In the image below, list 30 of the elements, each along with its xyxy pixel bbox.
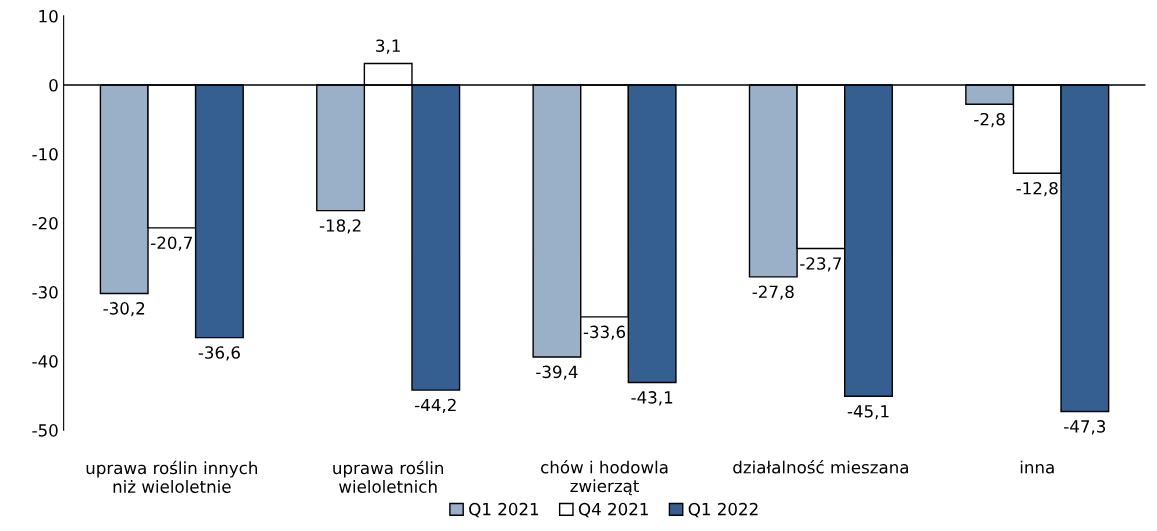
y-tick-label: 0 [49,78,58,92]
data-label: -36,6 [198,346,240,361]
legend-label: Q1 2021 [469,502,539,518]
x-tick-label: uprawa roślin innych niż wieloletnie [86,460,257,493]
y-tick-label: -10 [32,147,58,161]
x-tick-label: działalność mieszana [733,460,908,474]
x-tick-label: chów i hodowla zwierząt [541,460,668,496]
y-tick-label: -20 [32,216,58,230]
data-label: -18,2 [319,219,361,234]
y-tick-label: -50 [32,424,58,437]
data-label: -47,3 [1064,420,1106,435]
data-label: -39,4 [536,365,578,380]
legend-label: Q4 2021 [578,502,648,518]
y-tick-label: 10 [39,9,58,23]
data-label: 3,1 [376,39,400,54]
data-label: -2,8 [974,112,1005,128]
data-label: -23,7 [800,257,842,272]
data-label: -33,6 [583,325,626,340]
x-tick-label: inna [1020,460,1054,474]
data-label: -43,1 [631,391,673,406]
y-tick-label: -30 [32,286,58,299]
data-label: -20,7 [151,236,192,251]
data-label: -45,1 [847,405,889,420]
data-label: -12,8 [1016,181,1058,197]
x-tick-label: uprawa roślin wieloletnich [333,460,444,493]
data-label: -44,2 [415,398,456,414]
legend-label: Q1 2022 [688,502,758,518]
data-label: -30,2 [103,302,145,317]
data-label: -27,8 [752,285,794,300]
y-tick-label: -40 [32,355,58,368]
